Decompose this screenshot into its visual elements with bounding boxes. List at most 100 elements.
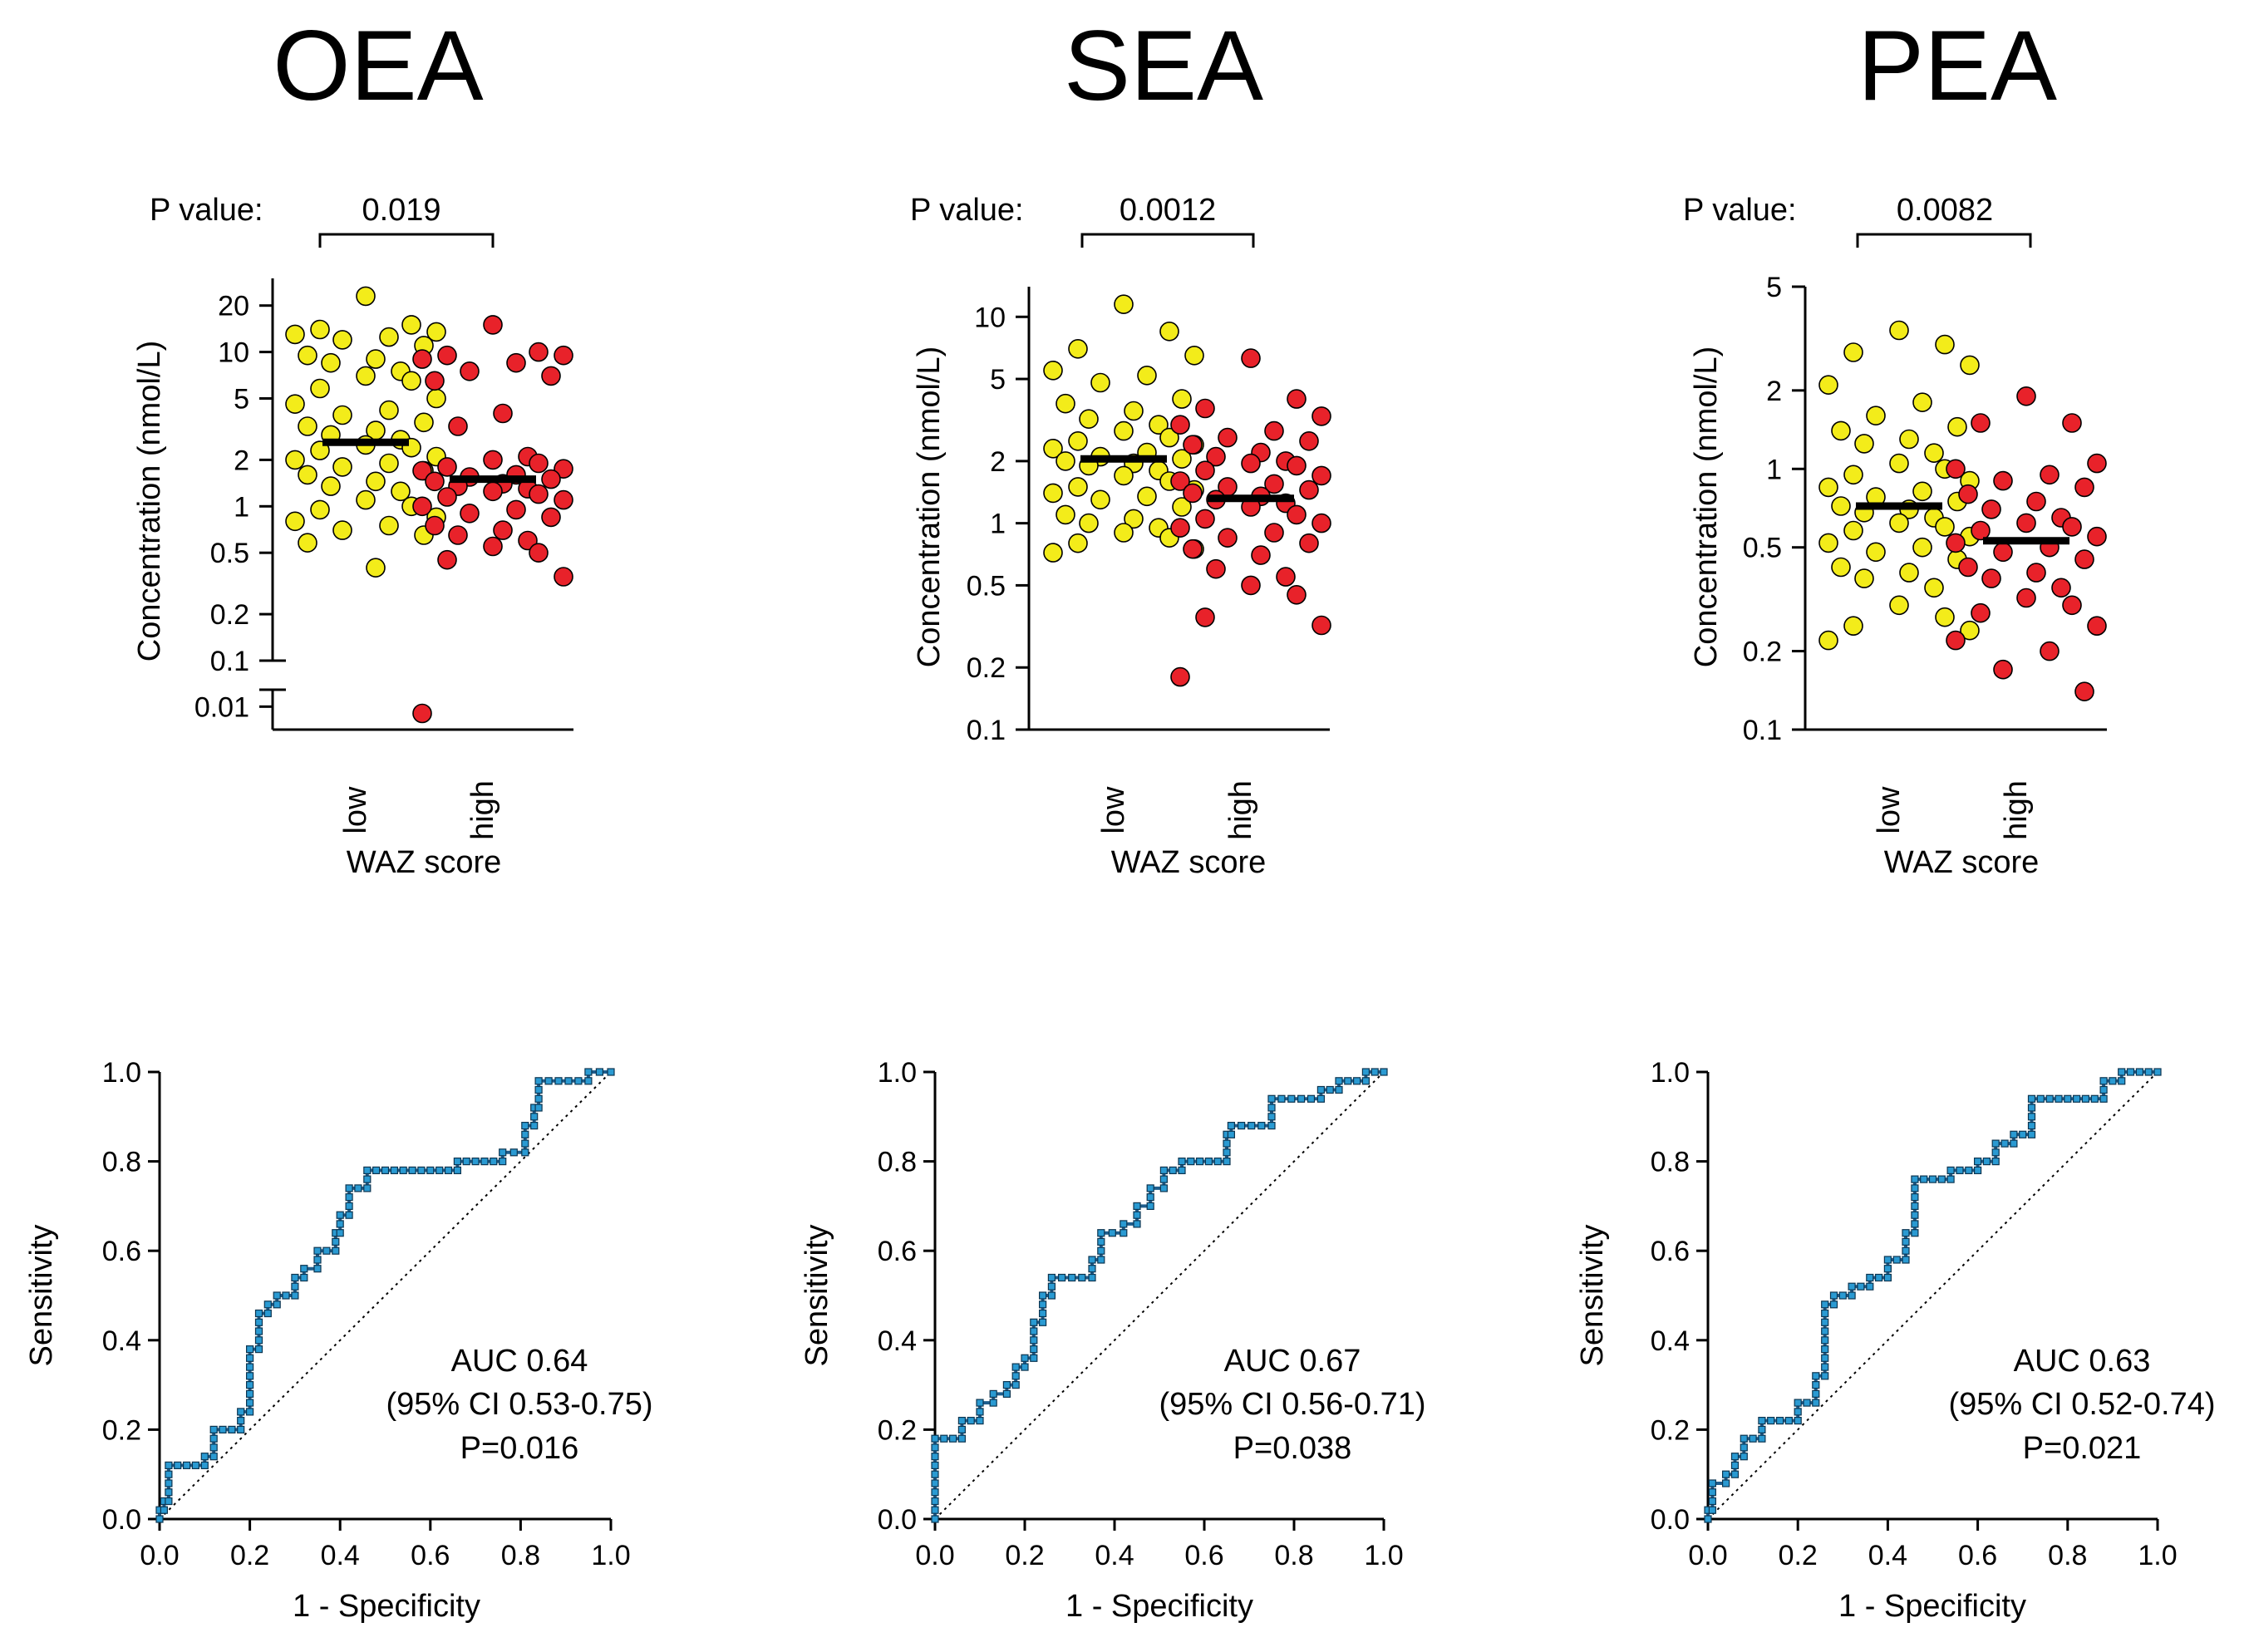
y-tick-label: 0.1 <box>967 715 1006 746</box>
data-point-high <box>1264 474 1284 494</box>
y-tick-label: 20 <box>218 291 249 322</box>
roc-point <box>2118 1068 2126 1076</box>
data-point-high <box>1264 420 1284 441</box>
data-point-low <box>1172 389 1192 409</box>
data-point-low <box>1818 375 1838 396</box>
roc-point <box>1267 1094 1276 1103</box>
roc-point <box>246 1389 254 1399</box>
data-point-high <box>460 361 480 381</box>
roc-point <box>1821 1372 1829 1380</box>
data-point-low <box>1843 465 1863 485</box>
roc-point <box>1812 1399 1820 1407</box>
data-point-low <box>1043 360 1063 381</box>
y-tick-label: 1 <box>1766 454 1782 485</box>
x-tick-label: 0.8 <box>1274 1540 1313 1571</box>
auc-text: AUC 0.63 <box>2014 1344 2151 1379</box>
roc-point <box>931 1470 939 1478</box>
data-point-high <box>1251 545 1271 565</box>
roc-point <box>976 1408 984 1416</box>
roc-point <box>228 1425 236 1434</box>
data-point-low <box>310 319 330 340</box>
roc-point <box>957 1416 967 1425</box>
ci-text: (95% CI 0.52-0.74) <box>1948 1387 2215 1422</box>
data-point-low <box>1124 401 1144 421</box>
data-point-low <box>1818 477 1838 498</box>
data-point-high <box>1206 446 1226 467</box>
data-point-high <box>541 366 561 386</box>
data-point-high <box>2074 549 2094 569</box>
x-tick-label: 0.0 <box>140 1540 179 1571</box>
roc-point <box>273 1300 281 1309</box>
roc-point <box>313 1265 322 1273</box>
x-tick-low: low <box>1872 786 1907 834</box>
roc-point <box>957 1434 967 1443</box>
data-point-low <box>1831 557 1851 578</box>
roc-point <box>931 1479 939 1487</box>
data-point-low <box>379 327 399 347</box>
roc-point <box>1704 1515 1712 1523</box>
roc-point <box>336 1229 344 1237</box>
data-point-low <box>1159 427 1179 448</box>
roc-point <box>332 1246 340 1255</box>
roc-point <box>1011 1380 1020 1389</box>
data-point-high <box>1170 471 1190 491</box>
x-axis-label: WAZ score <box>347 845 502 880</box>
roc-point <box>209 1425 218 1434</box>
y-tick-label: 0.0 <box>878 1504 917 1536</box>
data-point-high <box>437 549 457 570</box>
data-point-high <box>1195 460 1215 481</box>
data-point-low <box>1924 443 1944 464</box>
roc-point <box>931 1488 939 1497</box>
roc-point <box>254 1318 263 1326</box>
data-point-high <box>2062 517 2082 537</box>
data-point-low <box>356 366 376 386</box>
roc-point <box>530 1121 539 1130</box>
data-point-low <box>332 457 352 477</box>
roc-point <box>1078 1273 1086 1282</box>
data-point-high <box>493 403 513 424</box>
data-point-low <box>379 515 399 536</box>
data-point-low <box>1090 489 1110 510</box>
data-point-high <box>554 489 573 510</box>
data-point-high <box>2074 477 2094 498</box>
y-tick-label: 0.2 <box>967 652 1006 684</box>
data-point-low <box>1114 294 1134 315</box>
roc-point <box>490 1157 498 1166</box>
data-point-low <box>391 481 411 502</box>
data-point-high <box>1206 558 1226 579</box>
roc-point <box>165 1470 173 1478</box>
data-point-low <box>1056 393 1075 414</box>
y-tick-label: 5 <box>234 384 249 415</box>
data-point-high <box>1299 430 1319 451</box>
roc-point <box>1937 1175 1946 1183</box>
medians <box>1080 455 1294 503</box>
roc-point <box>1120 1220 1128 1228</box>
roc-point <box>191 1461 199 1470</box>
roc-point <box>246 1345 254 1354</box>
data-point-low <box>298 345 317 366</box>
roc-point <box>417 1166 426 1175</box>
roc-point <box>931 1506 939 1514</box>
roc-point <box>2027 1113 2036 1121</box>
ci-text: (95% CI 0.56-0.71) <box>1159 1387 1425 1422</box>
data-point-low <box>1924 578 1944 598</box>
p-value: 0.019 <box>362 193 440 228</box>
x-tick-label: 0.8 <box>501 1540 540 1571</box>
y-tick-label: 5 <box>1766 272 1782 303</box>
roc-point <box>2073 1094 2081 1103</box>
roc-point <box>1146 1202 1154 1211</box>
data-point-low <box>1935 607 1955 627</box>
title-sea: SEA <box>1064 10 1263 121</box>
roc-point <box>1030 1345 1038 1354</box>
data-point-low <box>298 416 317 436</box>
roc-point <box>1740 1453 1748 1461</box>
data-point-high <box>448 416 468 436</box>
roc-point <box>1133 1220 1141 1228</box>
roc-point <box>1227 1121 1236 1130</box>
data-point-low <box>1818 533 1838 553</box>
roc-point <box>263 1300 272 1309</box>
data-point-low <box>1960 620 1980 641</box>
data-point-low <box>1068 430 1088 451</box>
roc-point <box>931 1461 939 1470</box>
roc-point <box>1088 1273 1096 1282</box>
